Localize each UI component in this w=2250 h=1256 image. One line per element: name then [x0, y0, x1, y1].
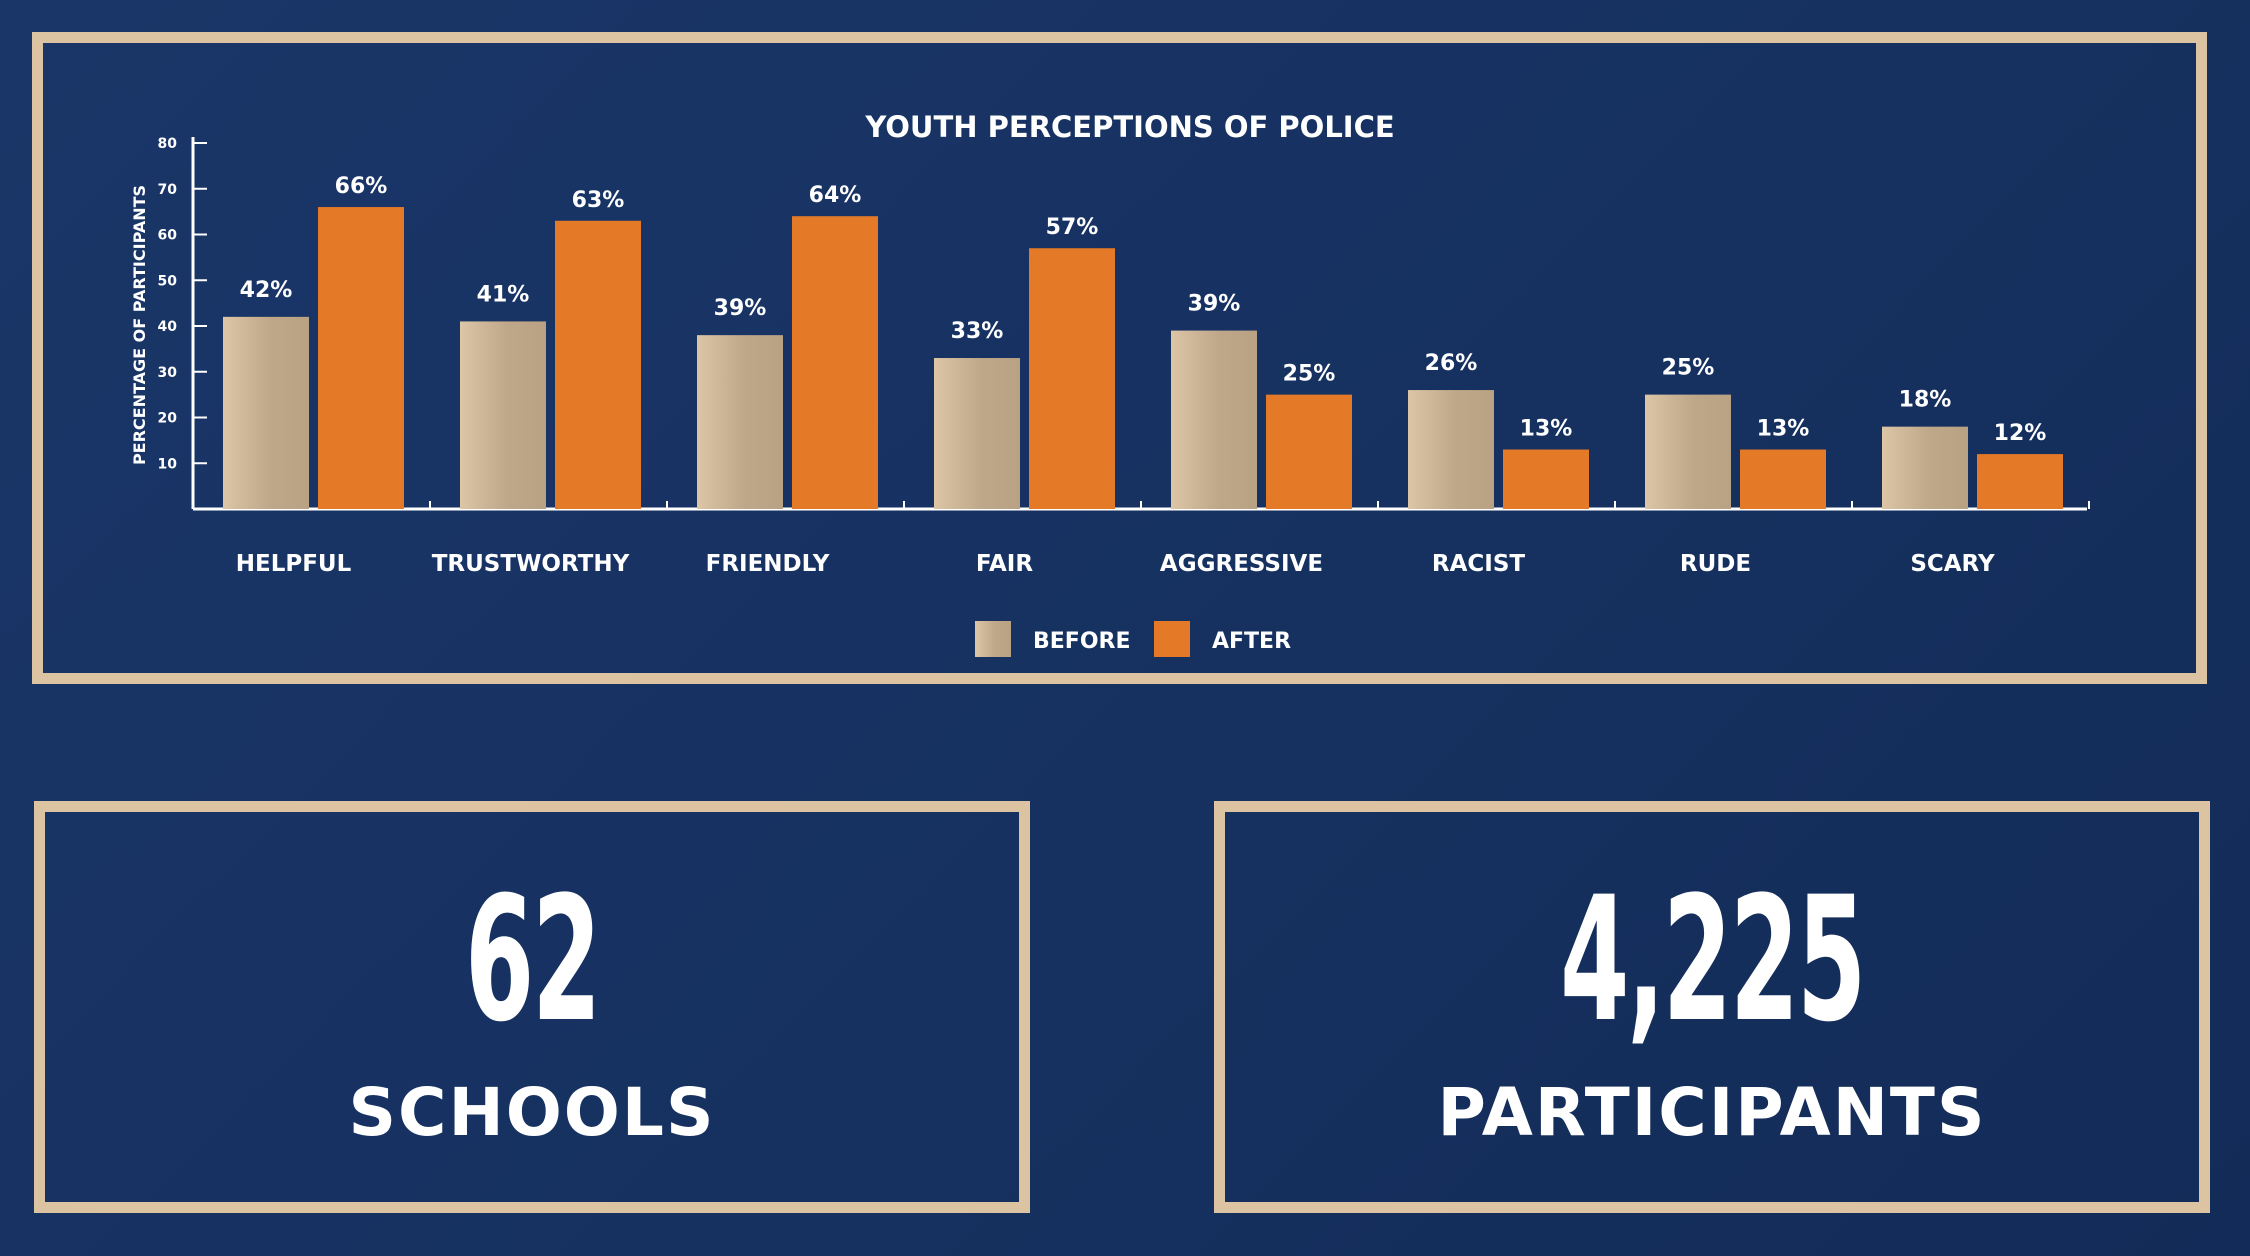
bar-before-fair — [934, 358, 1020, 509]
bar-after-trustworthy — [555, 220, 641, 509]
data-label-before: 42% — [240, 278, 293, 303]
x-tick-label: RUDE — [1680, 551, 1751, 577]
bar-after-helpful — [318, 207, 404, 510]
bar-after-friendly — [792, 216, 878, 509]
data-label-after: 13% — [1757, 417, 1810, 442]
data-label-after: 57% — [1046, 215, 1099, 240]
data-label-after: 25% — [1283, 362, 1336, 387]
stat-card-schools: 62 SCHOOLS — [34, 801, 1030, 1213]
bar-chart: YOUTH PERCEPTIONS OF POLICE PERCENTAGE OF… — [130, 110, 2090, 657]
schools-label: SCHOOLS — [348, 1074, 716, 1151]
y-tick-label: 70 — [158, 182, 178, 198]
data-label-before: 41% — [477, 282, 530, 307]
x-tick-label: SCARY — [1910, 551, 1995, 577]
data-label-before: 26% — [1425, 351, 1478, 376]
bar-before-scary — [1882, 426, 1968, 509]
bar-after-fair — [1029, 248, 1115, 509]
chart-panel: YOUTH PERCEPTIONS OF POLICE PERCENTAGE OF… — [32, 32, 2207, 684]
stat-card-participants: 4,225 PARTICIPANTS — [1214, 801, 2210, 1213]
data-label-after: 12% — [1994, 421, 2047, 446]
y-tick-label: 50 — [158, 273, 178, 289]
bar-before-helpful — [223, 316, 309, 509]
x-tick-label: RACIST — [1432, 551, 1526, 577]
data-label-before: 39% — [714, 296, 767, 321]
bar-after-scary — [1977, 454, 2063, 509]
schools-count: 62 — [464, 859, 602, 1060]
bar-before-friendly — [697, 335, 783, 509]
y-axis-label: PERCENTAGE OF PARTICIPANTS — [130, 185, 149, 465]
legend-swatch-before — [975, 621, 1011, 657]
y-tick-label: 40 — [158, 319, 178, 335]
y-tick-label: 30 — [158, 365, 178, 381]
y-tick-label: 60 — [158, 228, 178, 244]
y-tick-label: 80 — [158, 136, 178, 152]
legend-label-before: BEFORE — [1033, 629, 1131, 654]
x-tick-label: FAIR — [976, 551, 1033, 577]
y-tick-label: 20 — [158, 411, 178, 427]
legend-label-after: AFTER — [1212, 629, 1291, 654]
bar-before-aggressive — [1171, 330, 1257, 509]
x-tick-label: FRIENDLY — [706, 551, 830, 577]
legend-swatch-after — [1154, 621, 1190, 657]
y-tick-label: 10 — [158, 456, 178, 472]
bar-after-rude — [1740, 449, 1826, 509]
bar-before-racist — [1408, 390, 1494, 509]
data-label-after: 66% — [335, 174, 388, 199]
x-tick-label: TRUSTWORTHY — [432, 551, 630, 577]
data-label-after: 63% — [572, 188, 625, 213]
bar-before-rude — [1645, 394, 1731, 509]
chart-title: YOUTH PERCEPTIONS OF POLICE — [864, 110, 1394, 144]
data-label-after: 13% — [1520, 417, 1573, 442]
participants-label: PARTICIPANTS — [1437, 1074, 1987, 1151]
x-tick-label: HELPFUL — [236, 551, 352, 577]
bar-after-aggressive — [1266, 394, 1352, 509]
x-tick-label: AGGRESSIVE — [1160, 551, 1323, 577]
data-label-before: 18% — [1899, 388, 1952, 413]
data-label-before: 33% — [951, 319, 1004, 344]
data-label-after: 64% — [809, 183, 862, 208]
data-label-before: 25% — [1662, 356, 1715, 381]
data-label-before: 39% — [1188, 292, 1241, 317]
bar-before-trustworthy — [460, 321, 546, 509]
participants-count: 4,225 — [1560, 859, 1866, 1060]
bar-after-racist — [1503, 449, 1589, 509]
